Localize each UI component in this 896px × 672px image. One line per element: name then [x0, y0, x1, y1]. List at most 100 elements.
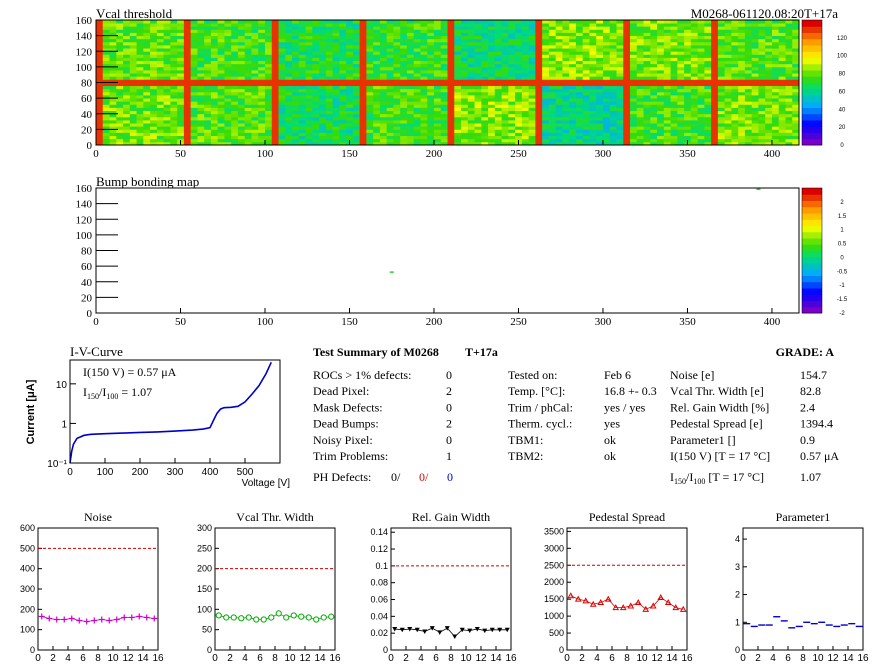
heat-cell	[129, 141, 137, 146]
heat-cell	[359, 63, 367, 68]
heat-cell	[609, 123, 617, 127]
heat-cell	[244, 101, 252, 105]
heat-cell	[379, 51, 388, 55]
heat-cell	[758, 104, 766, 108]
heat-cell	[569, 129, 577, 133]
heat-cell	[515, 23, 523, 27]
heat-cell	[373, 91, 381, 96]
heat-cell	[264, 123, 273, 127]
heat-cell	[717, 48, 726, 52]
heat-cell	[278, 45, 286, 49]
heat-cell	[129, 63, 137, 68]
heat-cell	[528, 35, 536, 40]
heat-cell	[609, 79, 617, 83]
heat-cell	[623, 32, 631, 37]
heat-cell	[136, 85, 144, 90]
heat-cell	[386, 95, 394, 99]
heat-cell	[163, 107, 171, 112]
heat-cell	[724, 107, 732, 112]
heat-cell	[555, 123, 563, 127]
heat-cell	[738, 26, 746, 30]
x-tick-label: 250	[510, 148, 527, 160]
x-tick-label: 0	[93, 316, 99, 328]
heat-cell	[143, 54, 151, 58]
heat-cell	[447, 54, 455, 58]
heat-cell	[312, 73, 320, 77]
heat-cell	[319, 138, 327, 143]
heat-cell	[521, 26, 530, 30]
heat-cell	[109, 85, 117, 90]
heat-cell	[413, 135, 421, 140]
heat-cell	[190, 88, 198, 93]
heat-cell	[636, 88, 644, 93]
heat-cell	[271, 138, 279, 143]
heat-cell	[738, 123, 746, 127]
heat-cell	[717, 135, 726, 140]
heat-cell	[204, 35, 212, 40]
bump-point	[756, 188, 761, 191]
heat-cell	[258, 129, 266, 133]
heat-cell	[630, 91, 638, 96]
colorbar-cell	[802, 213, 822, 220]
heat-cell	[454, 35, 462, 40]
heat-cell	[744, 29, 753, 33]
heat-cell	[744, 41, 753, 46]
heat-cell	[542, 88, 550, 93]
heat-cell	[697, 66, 705, 71]
heat-cell	[231, 120, 239, 124]
heat-cell	[271, 63, 279, 68]
heat-cell	[325, 104, 333, 108]
heat-cell	[697, 132, 705, 137]
heat-cell	[542, 138, 550, 143]
heat-cell	[535, 135, 543, 140]
heat-cell	[251, 60, 259, 65]
heat-cell	[724, 41, 732, 46]
heat-cell	[650, 104, 658, 108]
heat-cell	[548, 79, 557, 83]
heat-cell	[379, 82, 388, 87]
heat-cell	[711, 20, 719, 24]
heat-cell	[535, 116, 543, 121]
heat-cell	[278, 91, 286, 96]
heat-cell	[298, 141, 306, 146]
heat-cell	[298, 113, 306, 118]
heat-cell	[609, 98, 617, 102]
heat-cell	[433, 29, 442, 33]
heat-cell	[697, 141, 705, 146]
heat-cell	[379, 113, 388, 118]
heat-cell	[528, 26, 536, 30]
heat-cell	[136, 98, 144, 102]
heat-cell	[704, 26, 712, 30]
heat-cell	[231, 116, 239, 121]
heat-cell	[515, 98, 523, 102]
heat-cell	[724, 132, 732, 137]
heat-cell	[271, 48, 279, 52]
heat-cell	[657, 107, 665, 112]
heat-cell	[427, 79, 435, 83]
heat-cell	[440, 76, 448, 80]
colorbar-label: 120	[837, 36, 848, 42]
heat-cell	[447, 35, 455, 40]
heat-cell	[373, 123, 381, 127]
heat-cell	[792, 95, 800, 99]
heat-cell	[210, 41, 219, 46]
heat-cell	[312, 85, 320, 90]
heat-cell	[298, 91, 306, 96]
heat-cell	[96, 110, 104, 115]
heat-cell	[569, 88, 577, 93]
heat-cell	[102, 29, 110, 33]
heat-cell	[596, 95, 604, 99]
heat-cell	[535, 66, 543, 71]
heat-cell	[609, 63, 617, 68]
heat-cell	[474, 38, 482, 43]
heat-cell	[183, 123, 192, 127]
noise-x-tick-label: 14	[137, 653, 149, 664]
heat-cell	[386, 51, 394, 55]
heat-cell	[427, 23, 435, 27]
heat-cell	[366, 129, 374, 133]
heat-cell	[116, 32, 124, 37]
heat-cell	[102, 95, 110, 99]
heat-cell	[562, 135, 570, 140]
heat-cell	[596, 88, 604, 93]
heat-cell	[684, 23, 692, 27]
